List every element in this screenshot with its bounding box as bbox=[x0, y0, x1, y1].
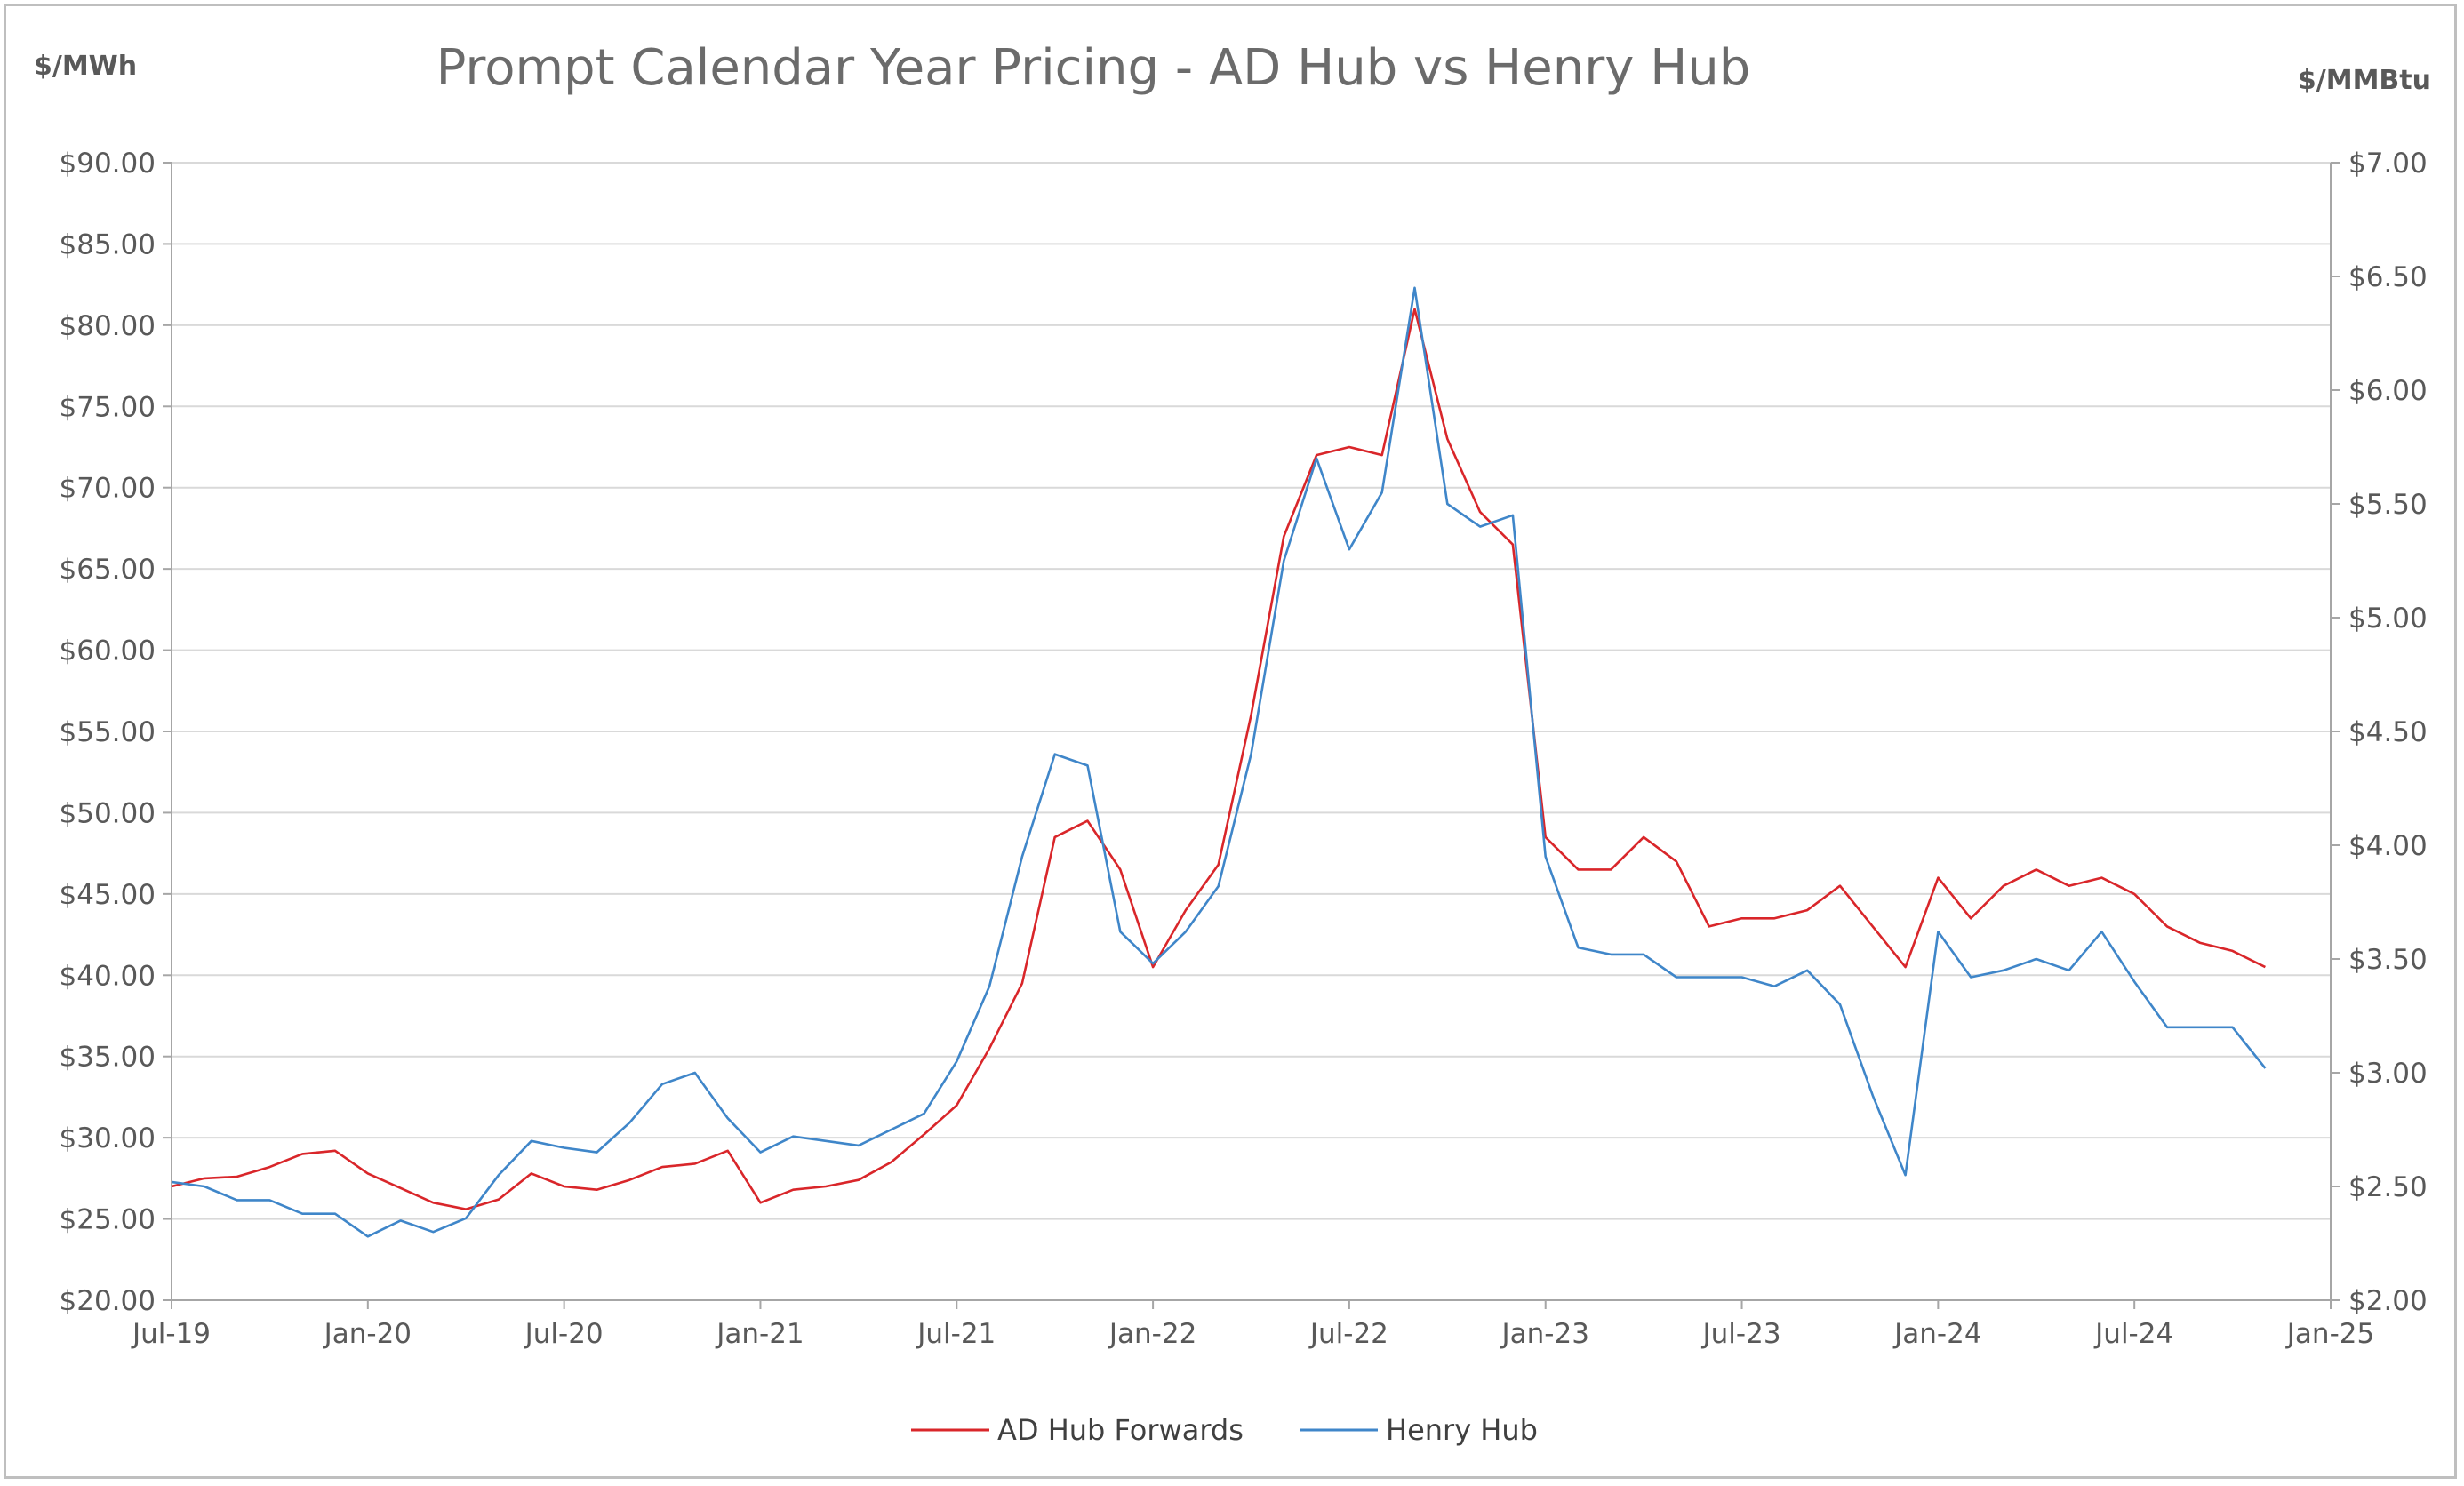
left-tick-label: $70.00 bbox=[60, 473, 156, 505]
legend-label-ad-hub: AD Hub Forwards bbox=[997, 1413, 1244, 1447]
left-tick-label: $55.00 bbox=[60, 716, 156, 748]
left-tick-label: $20.00 bbox=[60, 1285, 156, 1317]
x-tick-label: Jul-20 bbox=[524, 1318, 604, 1350]
left-tick-label: $35.00 bbox=[60, 1042, 156, 1074]
left-tick-label: $40.00 bbox=[60, 960, 156, 992]
left-tick-label: $85.00 bbox=[60, 228, 156, 260]
right-tick-label: $5.50 bbox=[2348, 489, 2428, 521]
left-tick-label: $30.00 bbox=[60, 1122, 156, 1154]
right-tick-label: $6.50 bbox=[2348, 261, 2428, 293]
left-tick-label: $60.00 bbox=[60, 635, 156, 667]
left-axis-unit: $/MWh bbox=[34, 51, 137, 82]
right-axis-ticks: $2.00 $2.50 $3.00 $3.50 $4.00 $4.50 $5.00 $5.50… bbox=[2331, 148, 2428, 1317]
right-tick-label: $5.00 bbox=[2348, 603, 2428, 635]
left-tick-label: $90.00 bbox=[60, 148, 156, 180]
left-tick-label: $45.00 bbox=[60, 879, 156, 911]
right-tick-label: $2.50 bbox=[2348, 1171, 2428, 1203]
chart-title: Prompt Calendar Year Pricing - AD Hub vs… bbox=[436, 39, 1751, 97]
right-tick-label: $7.00 bbox=[2348, 148, 2428, 180]
ad-hub-forwards-line bbox=[171, 308, 2266, 1210]
x-tick-label: Jul-23 bbox=[1701, 1318, 1781, 1350]
x-tick-label: Jan-22 bbox=[1108, 1318, 1196, 1350]
right-tick-label: $3.50 bbox=[2348, 944, 2428, 976]
legend-label-henry-hub: Henry Hub bbox=[1386, 1413, 1538, 1447]
x-tick-label: Jan-23 bbox=[1500, 1318, 1589, 1350]
left-tick-label: $80.00 bbox=[60, 310, 156, 342]
x-tick-label: Jul-24 bbox=[2093, 1318, 2173, 1350]
x-tick-label: Jan-24 bbox=[1892, 1318, 1981, 1350]
x-tick-label: Jul-22 bbox=[1308, 1318, 1388, 1350]
right-tick-label: $4.00 bbox=[2348, 830, 2428, 862]
left-tick-label: $65.00 bbox=[60, 554, 156, 586]
right-axis-unit: $/MMBtu bbox=[2298, 65, 2431, 96]
x-tick-label: Jan-20 bbox=[323, 1318, 412, 1350]
series-lines bbox=[171, 286, 2267, 1238]
x-tick-label: Jan-21 bbox=[715, 1318, 804, 1350]
gridlines bbox=[172, 162, 2331, 1220]
x-tick-label: Jan-25 bbox=[2285, 1318, 2374, 1350]
left-axis-ticks: $20.00 $25.00 $30.00 $35.00 $40.00 $45.00 $50.… bbox=[60, 148, 172, 1317]
right-tick-label: $6.00 bbox=[2348, 375, 2428, 407]
right-tick-label: $4.50 bbox=[2348, 716, 2428, 748]
x-tick-label: Jul-19 bbox=[131, 1318, 211, 1350]
left-tick-label: $75.00 bbox=[60, 391, 156, 423]
henry-hub-line bbox=[171, 286, 2267, 1238]
left-tick-label: $50.00 bbox=[60, 797, 156, 829]
x-tick-label: Jul-21 bbox=[916, 1318, 996, 1350]
left-tick-label: $25.00 bbox=[60, 1204, 156, 1236]
chart-frame bbox=[4, 4, 2457, 1479]
right-tick-label: $3.00 bbox=[2348, 1058, 2428, 1090]
right-tick-label: $2.00 bbox=[2348, 1285, 2428, 1317]
legend: AD Hub Forwards Henry Hub bbox=[911, 1413, 1538, 1447]
x-axis-ticks: Jul-19 Jan-20 Jul-20 Jan-21 Jul-21 Jan-22 Jul-… bbox=[131, 1300, 2374, 1350]
